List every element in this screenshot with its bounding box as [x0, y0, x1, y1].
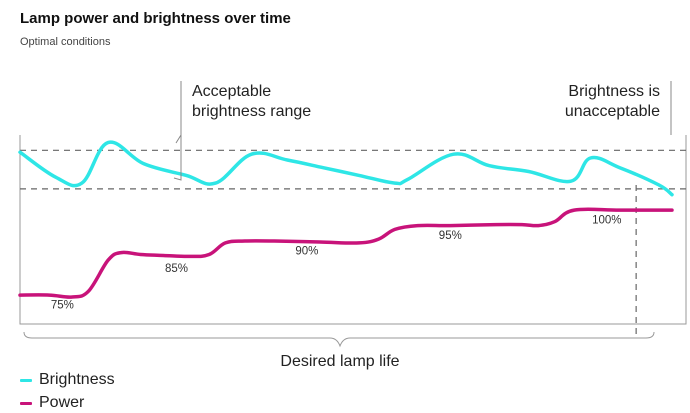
data-label-power-1: 85% [165, 263, 188, 275]
annotation-acceptable-line1: Acceptable [192, 83, 271, 100]
legend-label-brightness: Brightness [39, 371, 115, 388]
data-label-power-3: 95% [439, 230, 462, 242]
chart-title: Lamp power and brightness over time [20, 10, 291, 27]
legend-label-power: Power [39, 394, 85, 411]
annotation-acceptable-range: Acceptable brightness range [173, 81, 311, 181]
annotation-unacceptable-line2: unacceptable [565, 103, 660, 120]
lamp-life-brace [23, 331, 655, 348]
annotation-lamp-life-text: Desired lamp life [280, 353, 399, 370]
chart-subtitle: Optimal conditions [20, 36, 111, 48]
series-layer [18, 140, 674, 299]
annotation-acceptable-line2: brightness range [192, 103, 311, 120]
range-bracket [173, 81, 182, 181]
plot-frame [19, 135, 687, 325]
annotation-unacceptable-line1: Brightness is [568, 83, 660, 100]
data-label-power-0: 75% [51, 300, 74, 312]
data-label-power-2: 90% [295, 246, 318, 258]
legend-swatch-brightness [20, 378, 32, 382]
data-label-power-4: 100% [592, 215, 621, 227]
series-line-brightness [18, 140, 674, 197]
legend-swatch-power [20, 401, 32, 405]
annotation-lamp-life: Desired lamp life [23, 331, 655, 370]
series-line-power [18, 207, 674, 299]
legend-item-power: Power [20, 394, 84, 412]
annotation-unacceptable: Brightness is unacceptable [565, 81, 672, 135]
legend-item-brightness: Brightness [20, 371, 115, 389]
data-labels: 75% 85% 90% 95% 100% [51, 215, 622, 312]
